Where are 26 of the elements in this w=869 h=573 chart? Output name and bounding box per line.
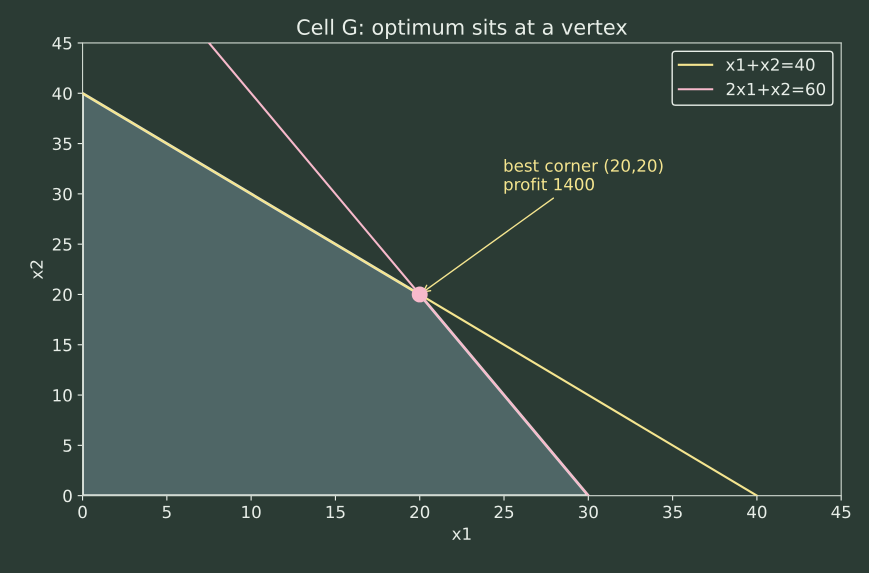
y-tick-label: 0 [63,490,72,502]
y-axis-title: x2 [30,260,43,280]
x-tick-label: 5 [162,506,171,518]
y-tick-label: 5 [64,440,72,452]
annotation: best corner (20,20) profit 1400 [504,158,663,194]
y-tick-label: 40 [52,87,72,100]
x-tick-label: 40 [747,506,766,518]
y-tick-label: 20 [52,288,72,302]
legend-label: 2x1+x2=60 [726,82,826,96]
y-tick-label: 35 [52,138,72,150]
y-tick-label: 45 [52,37,72,50]
y-tick-label: 10 [53,389,72,402]
x-tick-label: 25 [494,506,514,518]
x-tick-label: 45 [831,506,850,518]
x-tick-label: 35 [663,506,682,518]
x-axis-title: x1 [452,528,471,540]
legend-label: x1+x2=40 [726,58,814,71]
x-tick-label: 20 [410,506,430,518]
y-tick-label: 30 [52,188,72,200]
y-tick-label: 15 [53,338,72,352]
x-tick-label: 10 [242,506,261,518]
x-tick-label: 15 [326,506,345,518]
y-tick-label: 25 [52,238,72,251]
x-tick-label: 30 [578,506,598,518]
x-tick-label: 0 [78,506,87,518]
chart-title: Cell G: optimum sits at a vertex [297,18,627,39]
